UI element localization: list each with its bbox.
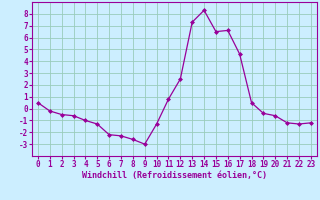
X-axis label: Windchill (Refroidissement éolien,°C): Windchill (Refroidissement éolien,°C) <box>82 171 267 180</box>
